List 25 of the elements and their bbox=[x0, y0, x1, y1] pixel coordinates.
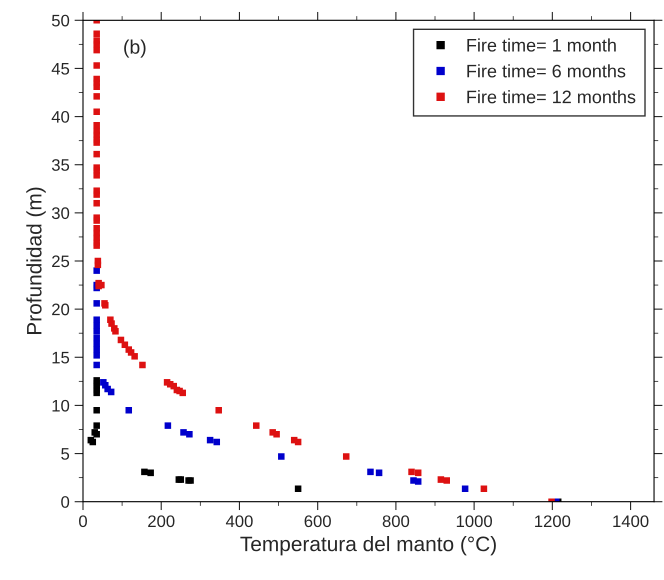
x-tick-label: 1200 bbox=[535, 515, 570, 528]
y-tick-label: 25 bbox=[52, 255, 70, 268]
y-tick-label: 10 bbox=[52, 400, 70, 412]
y-tick-label: 20 bbox=[52, 304, 70, 316]
legend-label: Fire time= 6 months bbox=[467, 64, 626, 78]
y-tick-label: 50 bbox=[52, 14, 70, 27]
annotation: (b) bbox=[124, 40, 146, 58]
legend-label: Fire time= 12 months bbox=[467, 90, 636, 104]
y-tick-label: 0 bbox=[61, 496, 70, 508]
y-tick-label: 35 bbox=[52, 159, 70, 171]
x-tick-label: 1000 bbox=[456, 515, 492, 528]
x-tick-label: 0 bbox=[79, 515, 87, 528]
y-tick-label: 30 bbox=[52, 207, 70, 220]
legend-label: Fire time= 1 month bbox=[467, 38, 616, 52]
x-tick-label: 200 bbox=[148, 515, 174, 528]
x-tick-label: 600 bbox=[304, 515, 331, 528]
y-tick-label: 45 bbox=[52, 63, 70, 75]
y-tick-label: 40 bbox=[52, 110, 70, 123]
y-axis-title: Profundidad (m) bbox=[26, 188, 46, 334]
x-tick-label: 400 bbox=[226, 515, 253, 528]
x-tick-label: 1400 bbox=[613, 515, 648, 528]
y-tick-label: 5 bbox=[61, 448, 70, 460]
y-tick-label: 15 bbox=[52, 352, 70, 364]
x-tick-label: 800 bbox=[382, 515, 410, 528]
x-axis-title: Temperatura del manto (°C) bbox=[240, 536, 496, 556]
